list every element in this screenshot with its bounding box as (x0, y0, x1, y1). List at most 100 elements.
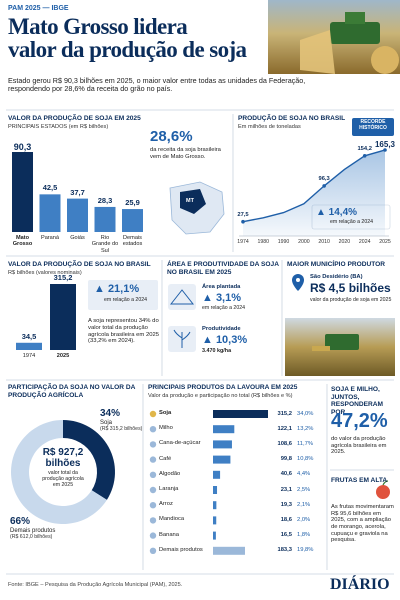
donut-segment (63, 420, 115, 500)
value-label: 40,6 (280, 471, 292, 478)
category-label: Demais produtos (10, 528, 56, 534)
soy-share-note: A soja representou 34% do valor total da… (88, 318, 160, 345)
value-label: 66% (10, 516, 31, 527)
harvester-head (312, 346, 330, 351)
value-label: 34,5 (21, 331, 37, 341)
x-tick-label: 2000 (298, 239, 310, 245)
value-label: 42,5 (42, 183, 58, 193)
product-icon (149, 517, 157, 524)
section-title: PRINCIPAIS PRODUTOS DA LAVOURA EM 2025 (148, 384, 298, 391)
share-label: 4,4% (297, 471, 311, 478)
product-icon (149, 486, 157, 494)
category-label: Banana (159, 531, 179, 538)
value-label: 37,7 (70, 187, 85, 197)
point (241, 219, 245, 224)
section-title: VALOR DA PRODUÇÃO DE SOJA EM 2025 (8, 115, 141, 122)
value-label: 16,5 (280, 532, 292, 539)
x-tick-label: 2020 (338, 239, 351, 245)
footer-brand: DIÁRIO (330, 576, 390, 593)
planted-text: em relação a 2024 (202, 305, 245, 311)
value-label: 99,8 (280, 456, 292, 463)
header-title: Mato Grosso lidera valor da produção de … (8, 14, 247, 63)
x-tick-label: 2024 (358, 239, 371, 245)
productivity-value: ▲ 10,3% (202, 334, 248, 346)
productivity-text: 3.470 kg/ha (202, 348, 232, 354)
value-label: 183,3 (277, 547, 292, 554)
productivity-label: Produtividade (202, 326, 241, 332)
planted-label: Área plantada (202, 284, 241, 290)
grain-pile (371, 46, 399, 74)
bar (39, 194, 61, 232)
value-change-value: ▲ 21,1% (94, 283, 140, 295)
section-subtitle: PRINCIPAIS ESTADOS (em R$ bilhões) (8, 124, 109, 130)
municipality-value: R$ 4,5 bilhões (310, 281, 391, 295)
field-icon-lines (169, 289, 195, 305)
bar (94, 206, 116, 232)
product-icon (149, 471, 157, 478)
category-label: Laranja (159, 486, 179, 492)
category-label: Demais produtos (159, 546, 203, 553)
record-badge-text: RECORDE HISTÓRICO (359, 119, 387, 131)
amount-label: (R$ 612,0 bilhões) (10, 534, 53, 540)
production-change-value: ▲ 14,4% (316, 207, 358, 218)
category-label: Rio Grande do Sul (91, 235, 119, 254)
section-title: PRODUÇÃO DE SOJA NO BRASIL (238, 115, 346, 122)
value-label: 23,1 (280, 486, 292, 493)
bar (213, 425, 235, 434)
x-tick-label: 1974 (237, 239, 249, 245)
product-icon (149, 426, 157, 433)
value-label: 165,3 (374, 140, 396, 149)
header-tag: PAM 2025 — IBGE (8, 5, 69, 12)
harvester (325, 334, 359, 350)
bar (50, 284, 76, 350)
donut-center-value: R$ 927,2 bilhões (42, 447, 84, 469)
section-title: MAIOR MUNICÍPIO PRODUTOR (287, 261, 386, 268)
share-label: 11,7% (297, 440, 314, 447)
share-label: 2,5% (297, 486, 311, 493)
value-label: 19,3 (280, 501, 292, 508)
category-label: Café (159, 455, 172, 462)
line (242, 149, 386, 223)
category-label: Algodão (159, 470, 181, 477)
category-label: Goiás (70, 235, 85, 241)
share-label: 19,8% (297, 547, 314, 554)
pin-icon (292, 274, 304, 291)
grain-stream (300, 30, 335, 74)
harvester (330, 22, 380, 44)
donut-center-text: valor total da produção agrícola em 2025 (42, 470, 84, 488)
bar (213, 546, 245, 555)
donut-segment (11, 420, 107, 525)
category-label: Soja (159, 410, 172, 416)
value-label: 108,6 (277, 440, 292, 447)
section-subtitle: Em milhões de toneladas (238, 124, 301, 130)
bar (213, 531, 216, 540)
fruit-leaf (382, 480, 389, 486)
category-label: Mandioca (159, 516, 185, 523)
bar (12, 152, 33, 232)
soy-corn-text: do valor da produção agrícola brasileira… (331, 436, 387, 456)
share-label: 13,2% (297, 425, 314, 432)
section-subtitle: R$ bilhões (valores nominais) (8, 270, 82, 276)
category-label: Cana-de-açúcar (159, 440, 201, 447)
point (362, 153, 367, 158)
section-title: ÁREA E PRODUTIVIDADE DA SOJA NO BRASIL E… (167, 261, 279, 276)
mt-share-value: 28,6% (150, 128, 193, 145)
share-label: 1,8% (297, 532, 311, 539)
value-label: 90,3 (13, 142, 32, 152)
change-box (88, 280, 158, 310)
planted-value: ▲ 3,1% (202, 292, 242, 304)
mt-state (180, 189, 206, 214)
category-label: Milho (159, 425, 173, 432)
share-label: 2,1% (297, 501, 311, 508)
value-change-text: em relação a 2024 (104, 297, 147, 303)
x-tick-label: 1990 (277, 239, 290, 245)
pin-dot (296, 278, 300, 282)
product-icon (149, 456, 157, 463)
category-label: Arroz (159, 501, 173, 508)
x-tick-label: 2025 (379, 239, 391, 245)
product-icon (149, 532, 157, 539)
product-icon (149, 547, 157, 554)
section-title: SOJA E MILHO, JUNTOS, RESPONDERAM POR (331, 386, 384, 416)
